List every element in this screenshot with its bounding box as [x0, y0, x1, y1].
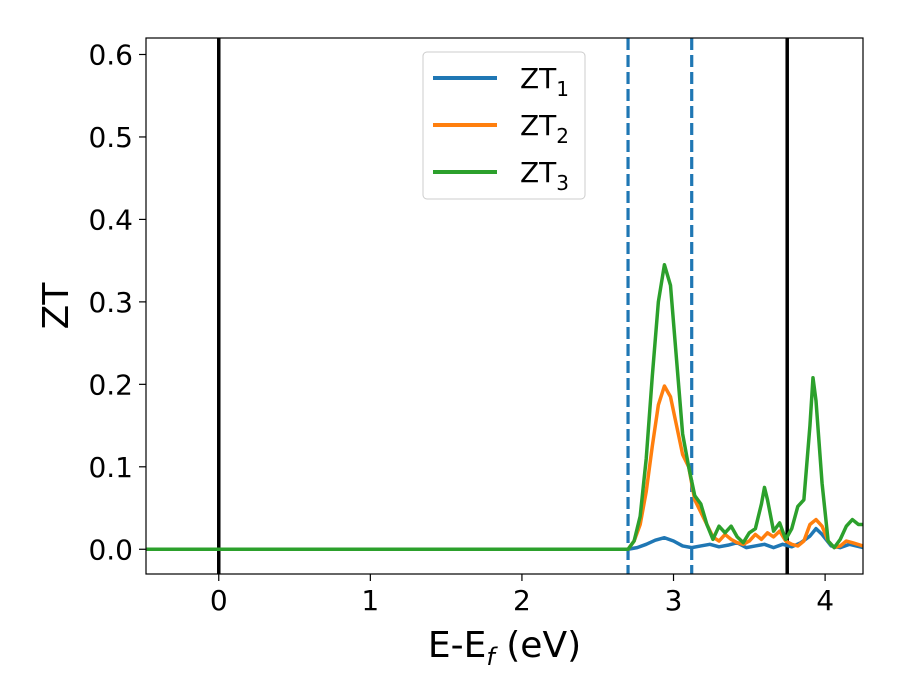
x-tick-label: 2	[513, 584, 531, 617]
y-tick-label: 0.2	[88, 368, 133, 401]
x-axis: 0 1 2 3 4	[210, 574, 834, 617]
legend-box	[422, 51, 586, 200]
axes-frame	[145, 37, 864, 575]
x-tick-label: 1	[361, 584, 379, 617]
y-tick-label: 0.0	[88, 533, 133, 566]
y-axis: 0.0 0.1 0.2 0.3 0.4 0.5 0.6	[88, 38, 146, 566]
legend-label-main: ZT	[520, 109, 557, 142]
y-axis-label: ZT	[36, 282, 77, 330]
y-tick-label: 0.6	[88, 38, 133, 71]
x-axis-label-unit: (eV)	[495, 625, 581, 666]
legend-label-main: ZT	[520, 156, 557, 189]
y-tick-label: 0.5	[88, 121, 133, 154]
x-axis-label: E-Ef (eV)	[428, 625, 581, 671]
legend-label-zt2: ZT2	[520, 109, 569, 148]
legend-label-subscript: 2	[556, 124, 569, 148]
y-tick-label: 0.3	[88, 286, 133, 319]
series-line-zt2	[146, 384, 863, 552]
series-line-zt3	[146, 263, 863, 552]
legend-label-zt3: ZT3	[520, 156, 569, 195]
y-tick-label: 0.1	[88, 451, 133, 484]
legend-label-subscript: 3	[556, 171, 569, 195]
legend-label-main: ZT	[520, 62, 557, 95]
y-tick-label: 0.4	[88, 203, 133, 236]
x-axis-label-main: E-E	[428, 625, 486, 666]
x-tick-label: 0	[210, 584, 228, 617]
legend-label-zt1: ZT1	[520, 62, 569, 101]
series-layer	[146, 263, 863, 552]
x-tick-label: 3	[665, 584, 683, 617]
legend-label-subscript: 1	[556, 77, 569, 101]
x-tick-label: 4	[816, 584, 834, 617]
